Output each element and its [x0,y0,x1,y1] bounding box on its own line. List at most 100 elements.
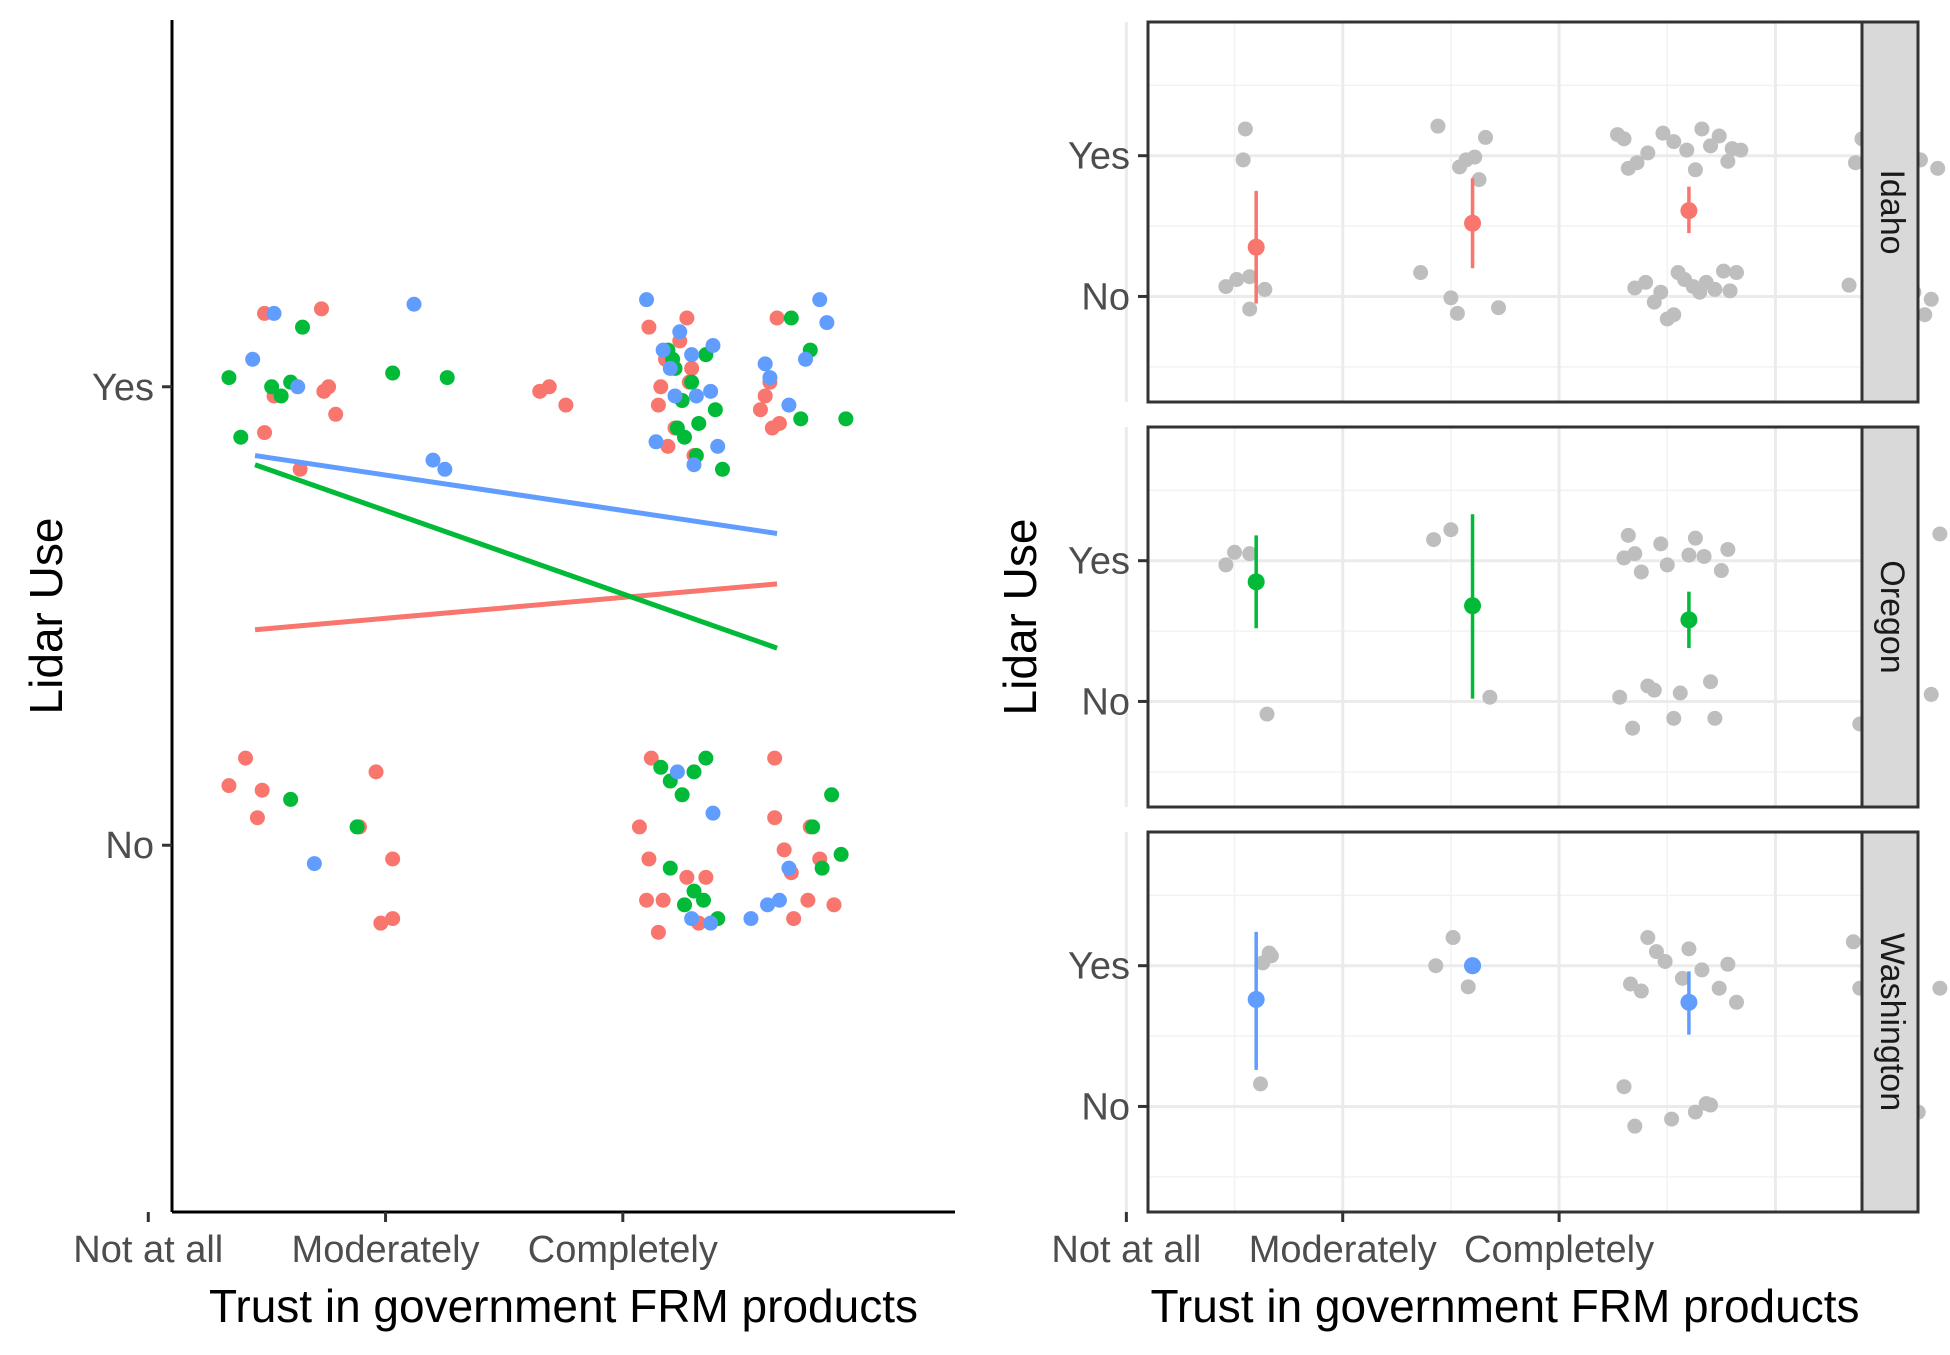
raw-point [1666,710,1682,726]
x-tick-label: Completely [528,1229,718,1271]
raw-point [1259,706,1275,722]
raw-point [1627,1118,1643,1134]
data-point [558,397,574,413]
raw-point [1722,283,1738,299]
data-point [328,406,344,422]
raw-point [1698,1096,1714,1112]
data-point [684,374,700,390]
raw-point [1428,958,1444,974]
data-point [650,924,666,940]
raw-point [1932,526,1948,542]
data-point [674,787,690,803]
data-point [669,764,685,780]
raw-point [1640,930,1656,946]
data-point [686,457,702,473]
raw-point [1460,979,1476,995]
raw-point [1622,976,1638,992]
facet-label: Oregon [1873,560,1911,673]
data-point [321,379,337,395]
raw-point [1227,544,1243,560]
data-point [655,342,671,358]
data-point [238,750,254,766]
data-point [655,892,671,908]
raw-point [1218,557,1234,573]
raw-point [1657,953,1673,969]
facet-strip [1860,830,1920,1214]
raw-point [1426,532,1442,548]
data-point [662,360,678,376]
data-point [266,305,282,321]
data-point [781,397,797,413]
x-axis-title: Trust in government FRM products [209,1280,918,1332]
data-point [703,915,719,931]
data-point [313,301,329,317]
x-tick-label: Moderately [292,1229,480,1271]
data-point [439,370,455,386]
data-point [425,452,441,468]
data-point [677,897,693,913]
raw-point [1242,301,1258,317]
data-point [290,379,306,395]
data-point [771,892,787,908]
raw-point [1443,522,1459,538]
raw-point [1694,962,1710,978]
estimate-point [1247,990,1265,1008]
data-point [698,869,714,885]
data-point [221,370,237,386]
data-point [385,365,401,381]
raw-point [1253,1076,1269,1092]
raw-point [1242,546,1258,562]
data-point [769,310,785,326]
facet-panel-oregon: Oregon No Yes [1068,425,1948,809]
data-point [306,856,322,872]
data-point [406,296,422,312]
data-point [698,750,714,766]
data-point [691,415,707,431]
data-point [254,782,270,798]
raw-point [1923,291,1939,307]
raw-point [1666,134,1682,150]
raw-point [1703,674,1719,690]
data-point [798,351,814,367]
raw-point [1930,160,1946,176]
data-point [233,429,249,445]
raw-point [1664,1111,1680,1127]
estimate-point [1247,238,1265,256]
data-point [805,819,821,835]
data-point [819,315,835,331]
facet-strip [1860,425,1920,809]
data-point [814,860,830,876]
x-tick-label: Moderately [1249,1229,1437,1271]
data-point [221,778,237,794]
data-point [710,438,726,454]
data-point [826,897,842,913]
data-point [686,764,702,780]
data-point [264,379,280,395]
data-point [368,764,384,780]
raw-point [1625,720,1641,736]
data-point [292,461,308,477]
data-point [757,356,773,372]
data-point [793,411,809,427]
raw-point [1620,527,1636,543]
raw-point [1720,541,1736,557]
y-tick-label: No [1081,1086,1130,1128]
data-point [771,415,787,431]
data-point [667,388,683,404]
raw-point [1659,557,1675,573]
raw-point [1633,564,1649,580]
raw-point [1848,155,1864,171]
raw-point [1257,281,1273,297]
raw-point [1713,563,1729,579]
facet-panel-washington: Washington No Yes [1068,830,1948,1214]
data-point [641,851,657,867]
data-point [639,892,655,908]
raw-point [1720,153,1736,169]
raw-point [1261,945,1277,961]
data-point [703,383,719,399]
data-point [641,319,657,335]
raw-point [1616,131,1632,147]
data-point [349,819,365,835]
raw-point [1616,1079,1632,1095]
data-point [295,319,310,335]
